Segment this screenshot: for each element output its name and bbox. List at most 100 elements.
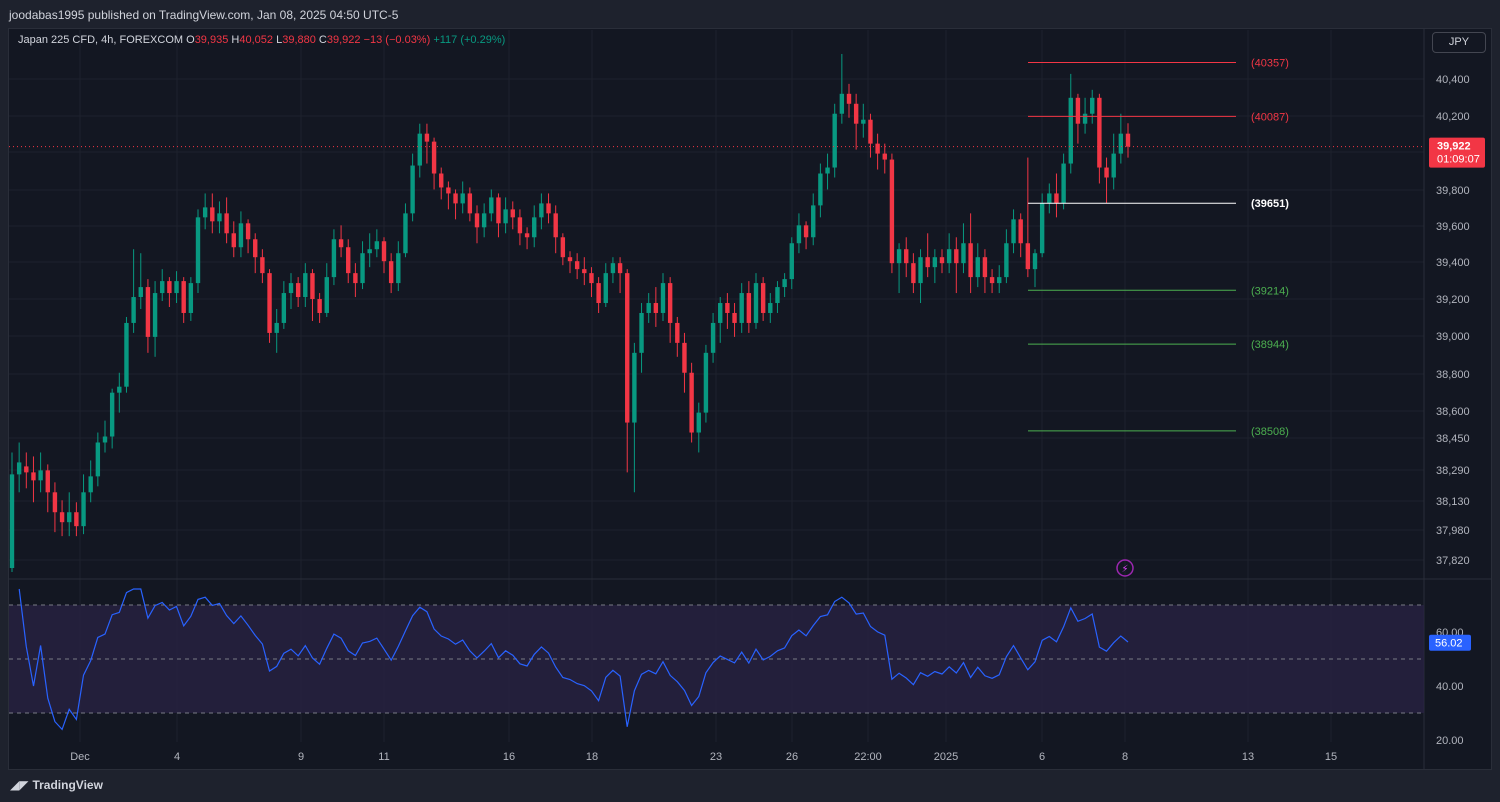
level-label: (39214) bbox=[1251, 285, 1289, 297]
candle-body bbox=[975, 257, 980, 278]
candle-body bbox=[1054, 193, 1059, 204]
candle-body bbox=[818, 173, 823, 206]
candle-body bbox=[961, 243, 966, 264]
candle-body bbox=[882, 153, 887, 160]
candle-body bbox=[589, 273, 594, 284]
level-label: (40087) bbox=[1251, 111, 1289, 123]
candle-body bbox=[660, 283, 666, 313]
candle-body bbox=[546, 203, 551, 214]
symbol-label[interactable]: Japan 225 CFD, 4h, FOREXCOM bbox=[18, 34, 184, 46]
candle-body bbox=[582, 269, 587, 274]
candle-body bbox=[689, 372, 694, 433]
candle-body bbox=[946, 249, 952, 264]
candle-body bbox=[188, 283, 194, 313]
candle-body bbox=[1039, 203, 1045, 254]
price-tick-label: 37,980 bbox=[1436, 525, 1470, 537]
candle-body bbox=[174, 281, 179, 294]
candle-body bbox=[9, 474, 15, 569]
candle-body bbox=[1047, 193, 1052, 204]
candle-body bbox=[367, 249, 372, 254]
candle-body bbox=[760, 283, 766, 313]
time-tick-label: 22:00 bbox=[854, 751, 882, 763]
candle-body bbox=[202, 207, 208, 218]
lightning-icon bbox=[1116, 559, 1134, 577]
candle-body bbox=[532, 217, 537, 238]
price-tick-label: 40,200 bbox=[1436, 111, 1470, 123]
change-value-2: +117 (+0.29%) bbox=[433, 34, 506, 46]
candle-body bbox=[446, 187, 451, 194]
candle-body bbox=[74, 512, 79, 527]
tradingview-logo[interactable]: ◢◤ TradingView bbox=[10, 778, 103, 792]
candle-body bbox=[1097, 97, 1102, 168]
candle-body bbox=[904, 249, 909, 264]
candle-body bbox=[303, 273, 308, 298]
candle-body bbox=[124, 322, 129, 387]
time-tick-label: 2025 bbox=[934, 751, 958, 763]
price-tick-label: 38,800 bbox=[1436, 369, 1470, 381]
candle-body bbox=[653, 303, 659, 313]
candle-body bbox=[632, 352, 637, 423]
price-tick-label: 39,600 bbox=[1436, 221, 1470, 233]
rsi-value-tag bbox=[1429, 634, 1471, 651]
candle-body bbox=[131, 297, 136, 323]
time-tick-label: 26 bbox=[786, 751, 798, 763]
candle-body bbox=[109, 392, 115, 437]
rsi-value: 56.02 bbox=[1435, 638, 1463, 650]
candle-body bbox=[782, 279, 787, 288]
candle-body bbox=[517, 217, 523, 234]
candle-body bbox=[846, 93, 852, 104]
candle-body bbox=[417, 133, 422, 166]
candle-body bbox=[346, 247, 351, 274]
candle-body bbox=[374, 241, 380, 250]
candle-body bbox=[639, 312, 644, 353]
candle-body bbox=[481, 213, 487, 228]
candle-body bbox=[524, 233, 530, 238]
high-label: H bbox=[231, 34, 240, 46]
candle-body bbox=[496, 197, 501, 224]
candle-body bbox=[1004, 243, 1009, 278]
candle-body bbox=[145, 287, 151, 337]
price-tick-label: 38,290 bbox=[1436, 465, 1470, 477]
rsi-line bbox=[18, 588, 1129, 731]
candle-body bbox=[52, 492, 58, 513]
candle-body bbox=[725, 303, 730, 313]
candle-body bbox=[59, 512, 65, 523]
candle-body bbox=[360, 253, 365, 284]
candle-body bbox=[403, 213, 408, 254]
candle-body bbox=[503, 209, 508, 224]
candle-body bbox=[732, 312, 737, 323]
time-tick-label: 18 bbox=[586, 751, 598, 763]
time-tick-label: 15 bbox=[1325, 751, 1337, 763]
candle-body bbox=[696, 412, 701, 433]
level-label: (40357) bbox=[1251, 58, 1289, 70]
currency-button[interactable]: JPY bbox=[1432, 32, 1486, 53]
candle-body bbox=[839, 93, 845, 114]
candle-body bbox=[861, 119, 866, 124]
price-tick-label: 39,200 bbox=[1436, 294, 1470, 306]
candle-body bbox=[853, 103, 859, 124]
candle-body bbox=[918, 257, 923, 284]
time-tick-label: 4 bbox=[174, 751, 180, 763]
candle-body bbox=[288, 283, 294, 294]
axes: 40,40040,20040,00039,80039,60039,40039,2… bbox=[70, 74, 1485, 763]
change-value: −13 (−0.03%) bbox=[363, 34, 431, 46]
time-tick-label: 11 bbox=[378, 751, 389, 763]
candle-body bbox=[238, 223, 244, 248]
candle-body bbox=[453, 193, 458, 204]
candle-body bbox=[617, 263, 623, 274]
candle-body bbox=[682, 342, 687, 373]
level-label: (39651) bbox=[1251, 198, 1289, 210]
candle-body bbox=[911, 263, 916, 284]
candle-body bbox=[1032, 253, 1038, 270]
tradingview-brand: TradingView bbox=[32, 778, 103, 792]
candle-body bbox=[675, 322, 680, 343]
candle-body bbox=[567, 257, 573, 262]
candle-body bbox=[439, 173, 444, 188]
candle-body bbox=[875, 143, 880, 154]
candle-body bbox=[1018, 219, 1023, 244]
candle-body bbox=[1104, 167, 1109, 178]
candle-body bbox=[210, 207, 215, 222]
level-lines: (40357) (40087) (39651) (39214) (38944) (3850… bbox=[9, 58, 1424, 438]
candle-body bbox=[16, 462, 22, 475]
